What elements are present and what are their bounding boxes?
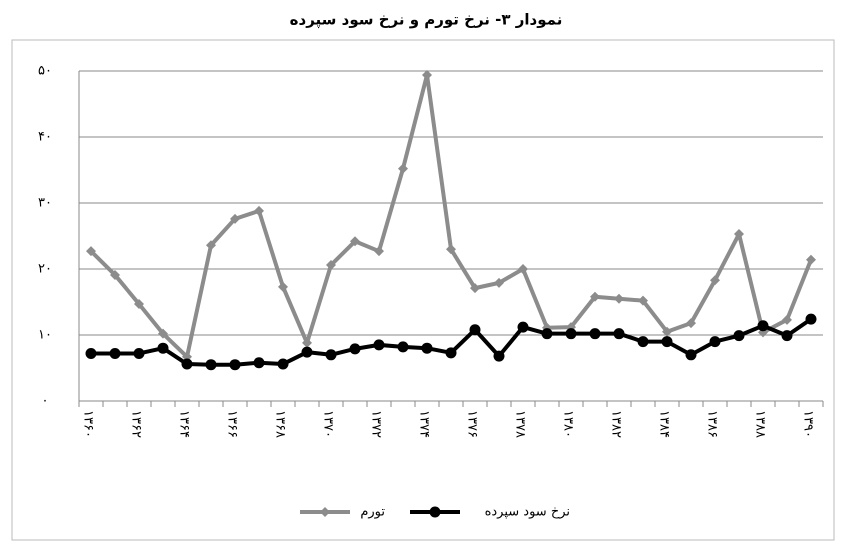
x-tick-label: ۱۳۸۸ — [753, 410, 768, 438]
circle-marker — [709, 336, 721, 348]
diamond-marker — [254, 205, 264, 216]
circle-marker — [229, 359, 241, 371]
diamond-marker — [374, 246, 384, 257]
chart-border — [11, 39, 835, 541]
x-tick-label: ۱۳۹۰ — [801, 410, 816, 438]
circle-marker — [373, 339, 385, 351]
diamond-marker — [110, 269, 120, 280]
x-tick-label: ۱۳۷۲ — [369, 410, 384, 438]
y-tick-label: ۳۰ — [38, 196, 52, 211]
circle-marker — [565, 328, 577, 340]
circle-marker — [205, 359, 217, 371]
circle-marker — [685, 349, 697, 361]
x-tick-label: ۱۳۶۰ — [81, 410, 96, 438]
circle-marker — [757, 320, 769, 332]
legend-marker — [320, 507, 330, 517]
circle-marker — [157, 342, 169, 354]
circle-marker — [421, 342, 433, 354]
series-line — [89, 72, 813, 359]
legend-marker — [429, 506, 441, 518]
diamond-marker — [782, 314, 792, 325]
x-tick-label: ۱۳۸۴ — [657, 410, 672, 438]
circle-marker — [517, 321, 529, 333]
y-tick-label: ۵۰ — [38, 64, 52, 79]
circle-marker — [85, 347, 97, 359]
diamond-marker — [206, 240, 216, 251]
circle-marker — [301, 346, 313, 358]
y-tick-label: ۴۰ — [38, 130, 52, 145]
diamond-marker — [710, 275, 720, 286]
diamond-marker — [494, 277, 504, 288]
diamond-marker — [422, 69, 432, 80]
y-tick-label: ۱۰ — [38, 328, 52, 343]
diamond-marker — [470, 283, 480, 294]
diamond-marker — [230, 213, 240, 224]
circle-marker — [781, 330, 793, 342]
diamond-marker — [134, 298, 144, 309]
x-tick-label: ۱۳۶۲ — [129, 410, 144, 438]
y-tick-label: ۰ — [42, 394, 49, 409]
circle-marker — [469, 324, 481, 336]
diamond-marker — [638, 295, 648, 306]
circle-marker — [637, 336, 649, 348]
circle-marker — [493, 350, 505, 362]
diamond-marker — [398, 163, 408, 174]
x-tick-label: ۱۳۶۶ — [225, 410, 240, 438]
chart-title: نمودار ۳- نرخ تورم و نرخ سود سپرده — [290, 11, 563, 30]
diamond-marker — [350, 236, 360, 247]
x-tick-label: ۱۳۸۲ — [609, 410, 624, 438]
circle-marker — [589, 328, 601, 340]
diamond-marker — [86, 246, 96, 257]
diamond-marker — [806, 254, 816, 265]
diamond-marker — [518, 264, 528, 274]
legend-label: نرخ سود سپرده — [485, 505, 570, 520]
diamond-marker — [326, 260, 336, 271]
legend-label: تورم — [360, 505, 385, 520]
circle-marker — [445, 347, 457, 359]
circle-marker — [325, 349, 337, 361]
diamond-marker — [614, 293, 624, 304]
x-tick-label: ۱۳۸۰ — [561, 410, 576, 438]
y-tick-label: ۲۰ — [38, 262, 52, 277]
x-tick-label: ۱۳۶۸ — [273, 410, 288, 438]
diamond-marker — [446, 244, 456, 255]
circle-marker — [733, 330, 745, 342]
circle-marker — [805, 313, 817, 325]
circle-marker — [661, 336, 673, 348]
diamond-marker — [158, 328, 168, 339]
circle-marker — [133, 347, 145, 359]
circle-marker — [541, 328, 553, 340]
circle-marker — [397, 341, 409, 353]
diamond-marker — [734, 229, 744, 240]
circle-marker — [253, 357, 265, 369]
diamond-marker — [302, 337, 312, 348]
circle-marker — [109, 347, 121, 359]
diamond-marker — [590, 291, 600, 302]
x-tick-label: ۱۳۷۰ — [321, 410, 336, 438]
x-tick-label: ۱۳۷۸ — [513, 410, 528, 438]
circle-marker — [181, 358, 193, 370]
x-tick-label: ۱۳۷۶ — [465, 410, 480, 438]
x-tick-label: ۱۳۶۴ — [177, 410, 192, 438]
diamond-marker — [662, 326, 672, 337]
x-tick-label: ۱۳۸۶ — [705, 410, 720, 438]
diamond-marker — [278, 281, 288, 292]
diamond-marker — [686, 318, 696, 329]
circle-marker — [349, 343, 361, 355]
circle-marker — [277, 358, 289, 370]
circle-marker — [613, 328, 625, 340]
x-tick-label: ۱۳۷۴ — [417, 410, 432, 438]
